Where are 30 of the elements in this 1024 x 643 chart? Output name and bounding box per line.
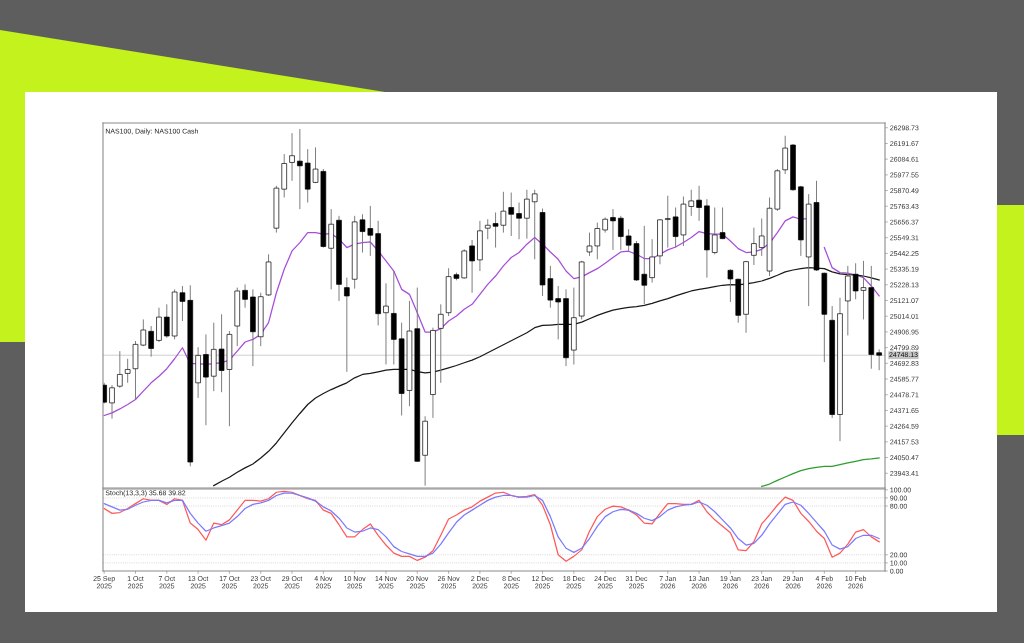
candlestick [109, 384, 115, 420]
candlestick [117, 350, 123, 389]
candlestick [242, 283, 248, 309]
candlestick [437, 303, 444, 384]
candlestick [148, 325, 154, 358]
line-series [761, 457, 880, 488]
candlestick [469, 239, 475, 294]
candlestick [876, 348, 882, 371]
line-series [213, 267, 880, 487]
candlestick [751, 227, 757, 266]
candlestick [531, 189, 538, 260]
candlestick [344, 277, 350, 373]
candlestick [524, 189, 530, 240]
candlestick [610, 208, 616, 251]
candlestick [383, 282, 389, 365]
candlestick [156, 307, 162, 343]
candlestick [203, 333, 209, 426]
candlestick [124, 358, 131, 384]
candlestick [164, 303, 170, 339]
candlestick [649, 238, 655, 284]
candlestick [782, 135, 788, 175]
candlestick [727, 268, 734, 303]
candlestick [516, 202, 522, 240]
candlestick [508, 192, 514, 237]
candlestick [289, 132, 295, 182]
candlestick [696, 185, 702, 222]
candlestick [665, 195, 671, 249]
candlestick [297, 128, 303, 210]
candlestick [555, 285, 561, 340]
candlestick [618, 215, 624, 251]
